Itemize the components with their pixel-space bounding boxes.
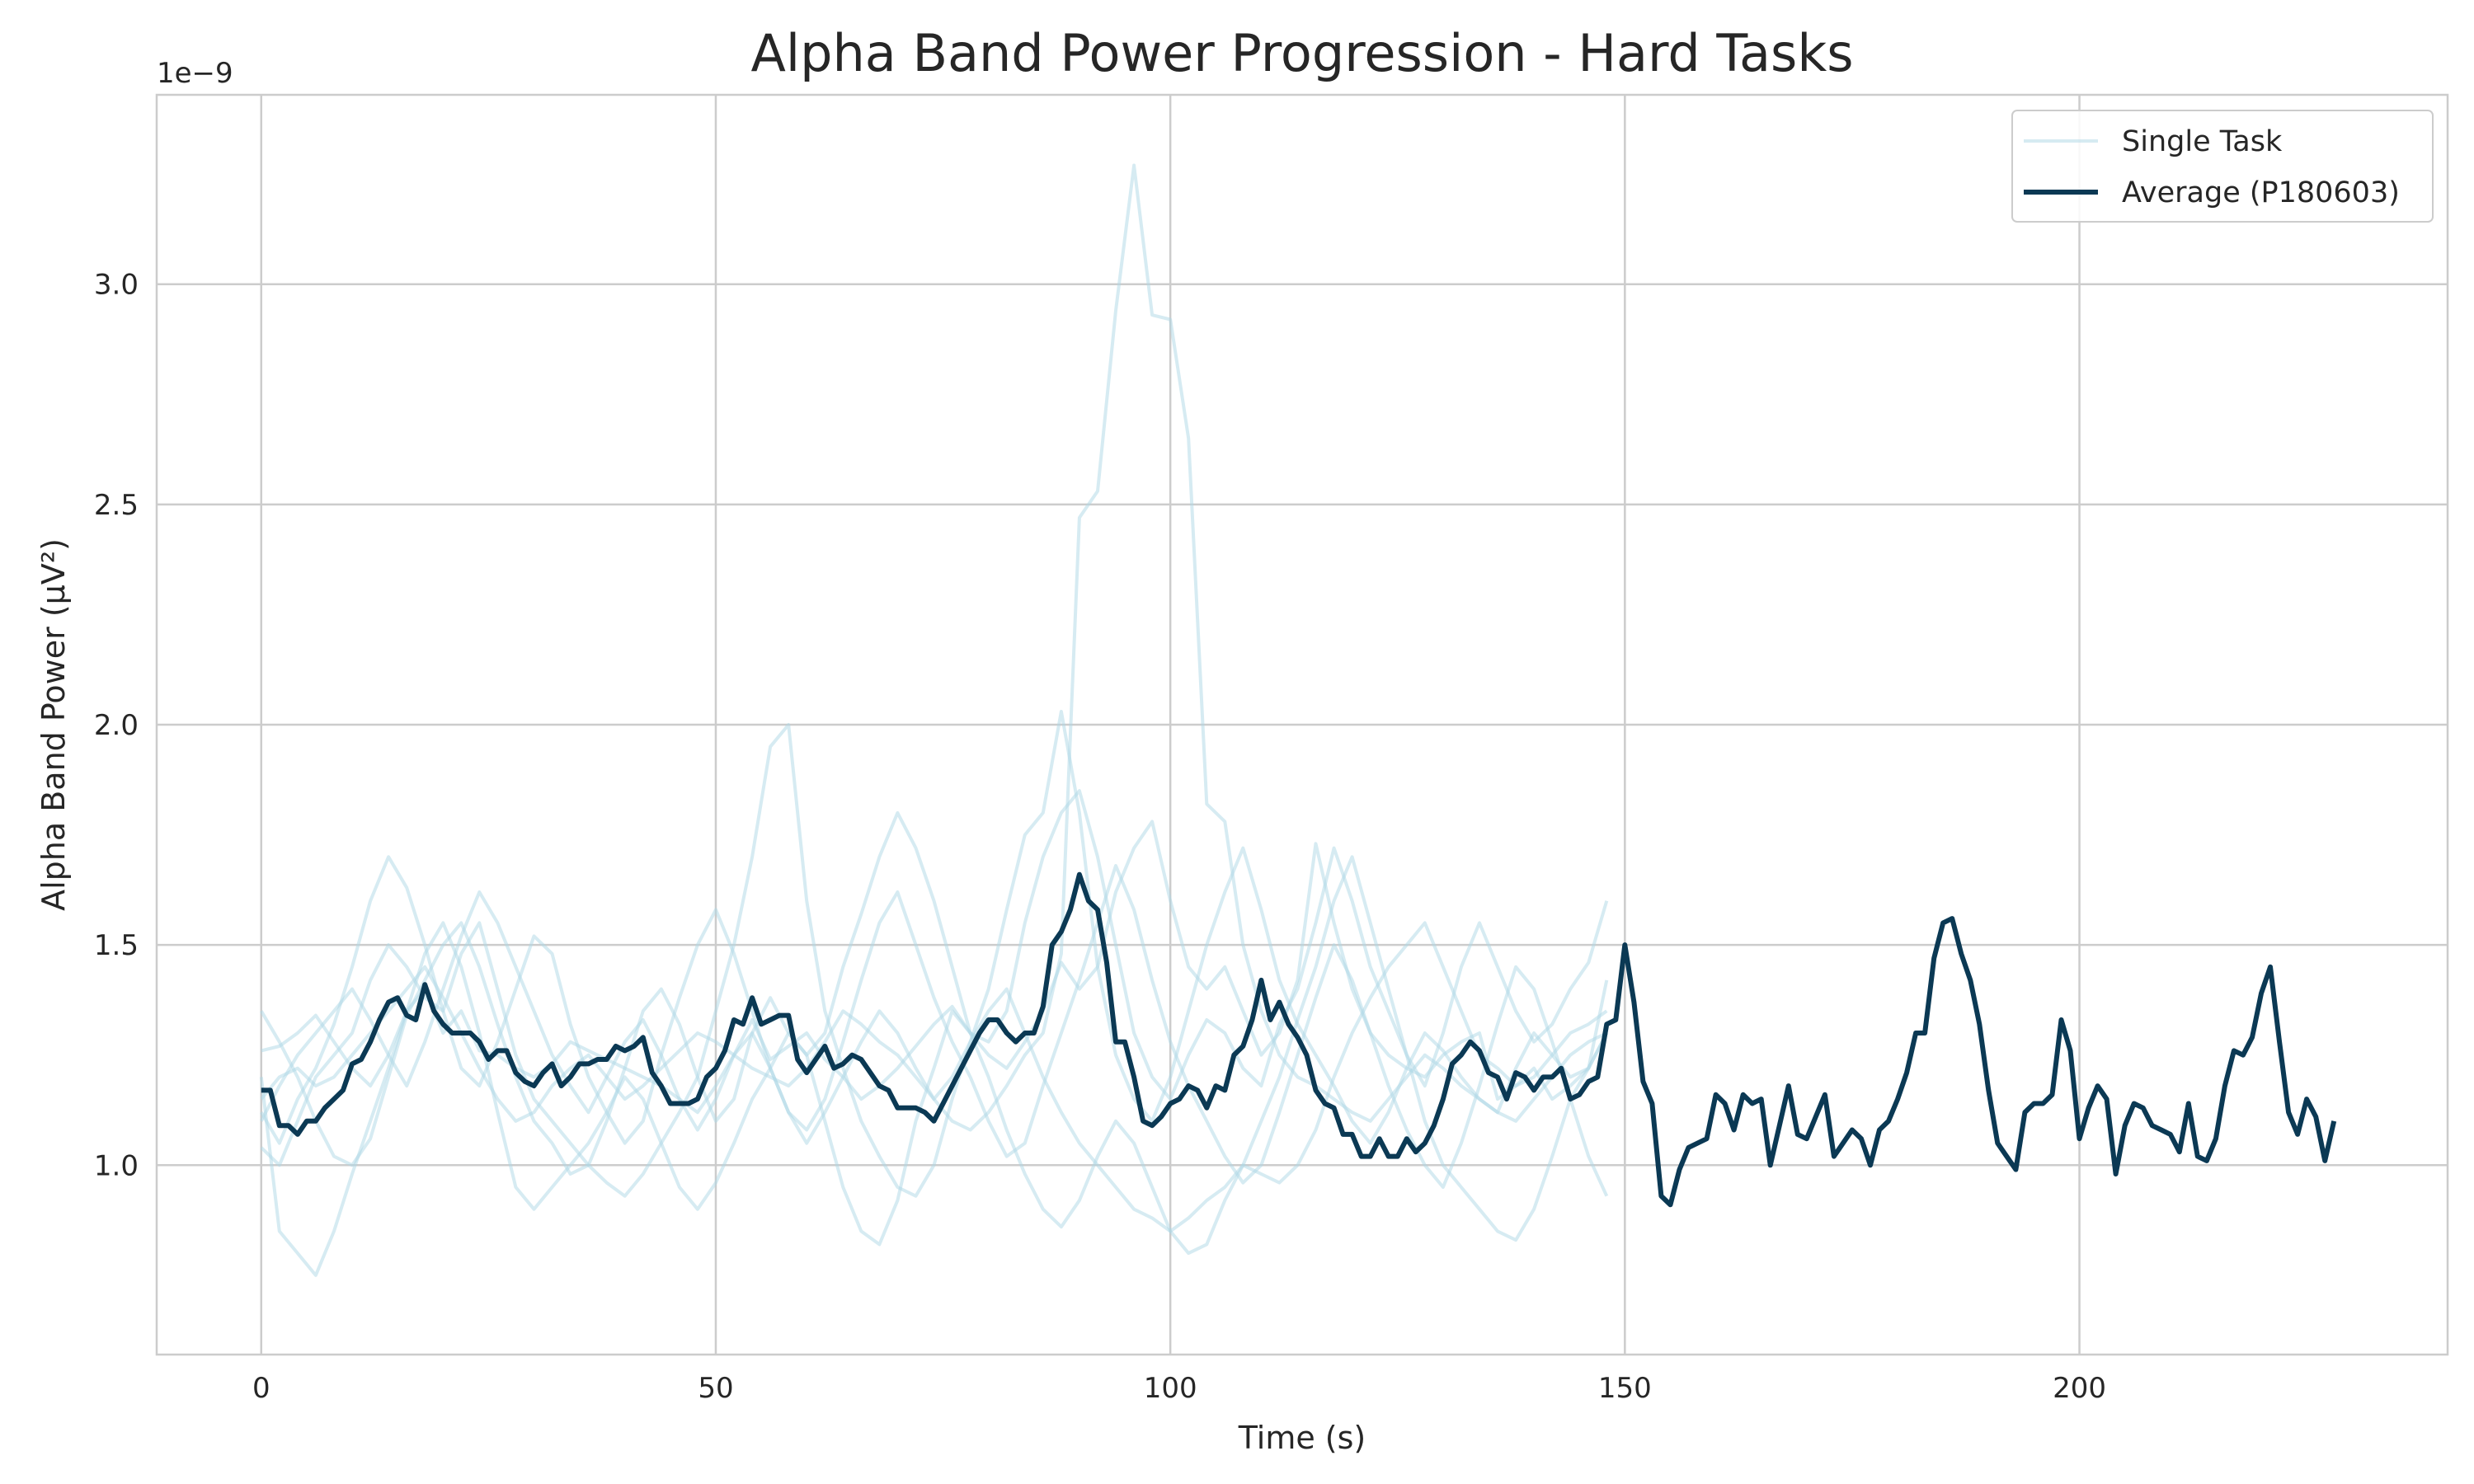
y-tick-label: 3.0 bbox=[94, 269, 139, 302]
y-tick-label: 1.5 bbox=[94, 929, 139, 962]
single-task-line bbox=[260, 855, 1609, 1197]
y-tick-labels: 1.0 1.5 2.0 2.5 3.0 bbox=[94, 269, 139, 1183]
y-tick-label: 2.5 bbox=[94, 489, 139, 522]
chart-title: Alpha Band Power Progression - Hard Task… bbox=[750, 23, 1853, 83]
single-task-line bbox=[260, 789, 1609, 1176]
single-task-line bbox=[260, 163, 1608, 1132]
x-tick-label: 200 bbox=[2053, 1372, 2106, 1405]
single-task-line bbox=[259, 855, 1609, 1277]
x-tick-label: 100 bbox=[1144, 1372, 1197, 1405]
legend-label-single: Single Task bbox=[2122, 125, 2283, 158]
x-tick-labels: 0 50 100 150 200 bbox=[252, 1372, 2106, 1405]
x-tick-label: 0 bbox=[252, 1372, 270, 1405]
average-line-group bbox=[261, 871, 2337, 1208]
y-tick-label: 1.0 bbox=[94, 1149, 139, 1182]
x-tick-label: 50 bbox=[698, 1372, 733, 1405]
x-axis-label: Time (s) bbox=[1238, 1420, 1366, 1456]
single-task-line bbox=[260, 710, 1609, 1198]
y-axis-label: Alpha Band Power (μV²) bbox=[35, 538, 72, 911]
legend-label-average: Average (P180603) bbox=[2122, 176, 2400, 209]
average-line bbox=[261, 871, 2337, 1208]
y-offset-text: 1e−9 bbox=[157, 57, 233, 90]
plot-frame bbox=[155, 93, 2449, 1356]
grid bbox=[157, 95, 2448, 1355]
y-tick-label: 2.0 bbox=[94, 709, 139, 742]
x-tick-label: 150 bbox=[1598, 1372, 1652, 1405]
legend-box bbox=[2011, 110, 2434, 223]
legend: Single Task Average (P180603) bbox=[2011, 110, 2434, 223]
